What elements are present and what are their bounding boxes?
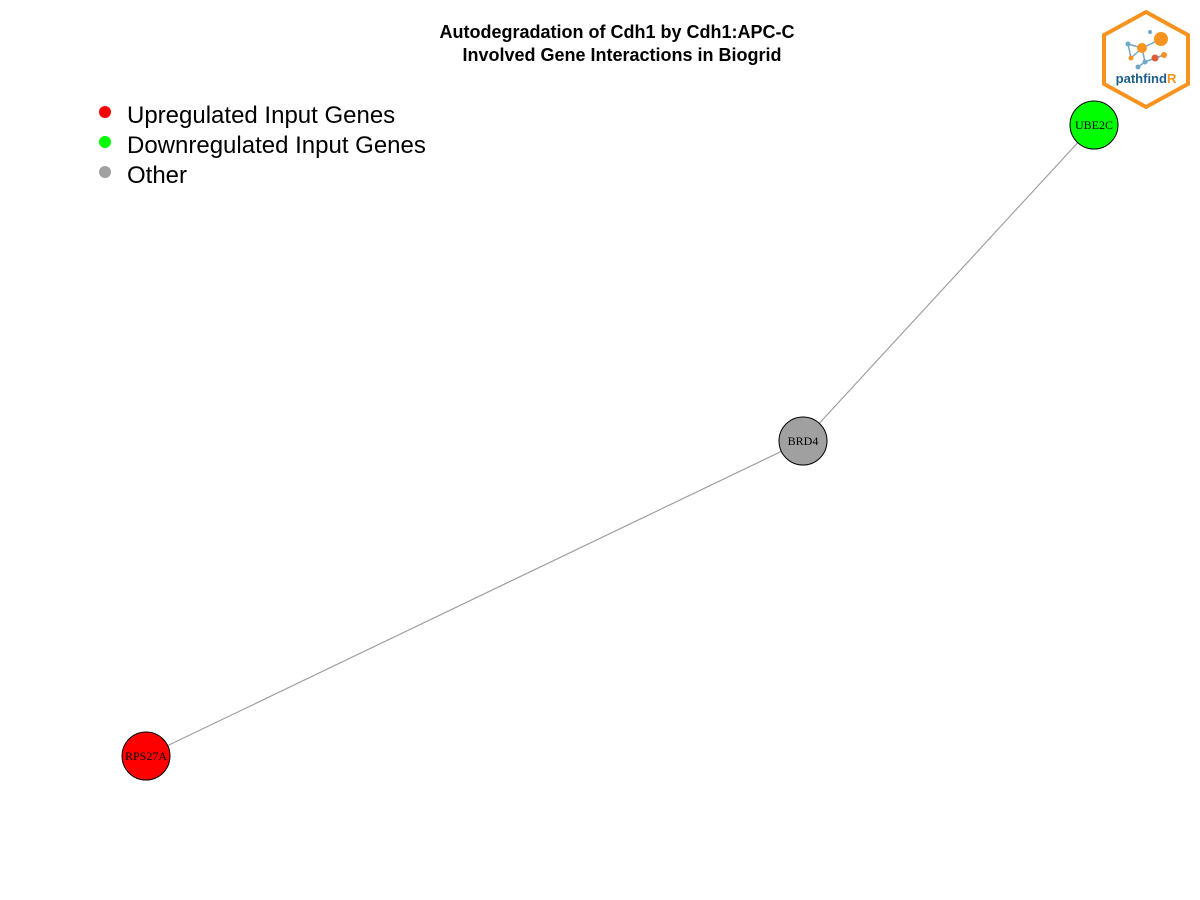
node-label-rps27a: RPS27A: [125, 749, 167, 763]
logo-network-dots: [1125, 30, 1168, 70]
edge-brd4-rps27a: [145, 440, 804, 757]
node-circle-brd4: [778, 416, 828, 466]
node-circle-ube2c: [1069, 100, 1119, 150]
logo-text-main: pathfind: [1116, 71, 1167, 86]
logo-text-accent: R: [1167, 71, 1177, 86]
node-circle-rps27a: [121, 731, 171, 781]
legend-marker-other: [99, 166, 111, 178]
legend-label-other: Other: [127, 162, 187, 189]
legend-item-upregulated: Upregulated Input Genes: [99, 102, 395, 129]
node-ube2c: UBE2C: [1069, 100, 1119, 150]
legend-item-downregulated: Downregulated Input Genes: [99, 132, 426, 159]
legend: Upregulated Input Genes Downregulated In…: [99, 102, 426, 189]
node-rps27a: RPS27A: [121, 731, 171, 781]
logo-text: pathfindR: [1116, 71, 1177, 86]
legend-label-upregulated: Upregulated Input Genes: [127, 102, 395, 129]
title-line-1: Autodegradation of Cdh1 by Cdh1:APC-C: [440, 22, 795, 42]
legend-marker-downregulated: [99, 136, 111, 148]
network-nodes: UBE2C BRD4 RPS27A: [121, 100, 1119, 781]
title-line-2: Involved Gene Interactions in Biogrid: [462, 45, 781, 65]
legend-label-downregulated: Downregulated Input Genes: [127, 132, 426, 159]
node-brd4: BRD4: [778, 416, 828, 466]
edge-ube2c-brd4: [802, 124, 1095, 442]
node-label-ube2c: UBE2C: [1075, 118, 1113, 132]
node-label-brd4: BRD4: [788, 434, 819, 448]
legend-item-other: Other: [99, 162, 187, 189]
pathfindr-logo: pathfindR: [1102, 9, 1190, 110]
logo-hexagon: [1102, 9, 1190, 110]
figure-title: Autodegradation of Cdh1 by Cdh1:APC-C In…: [440, 22, 795, 65]
legend-marker-upregulated: [99, 106, 111, 118]
network-edges: [145, 124, 1095, 757]
